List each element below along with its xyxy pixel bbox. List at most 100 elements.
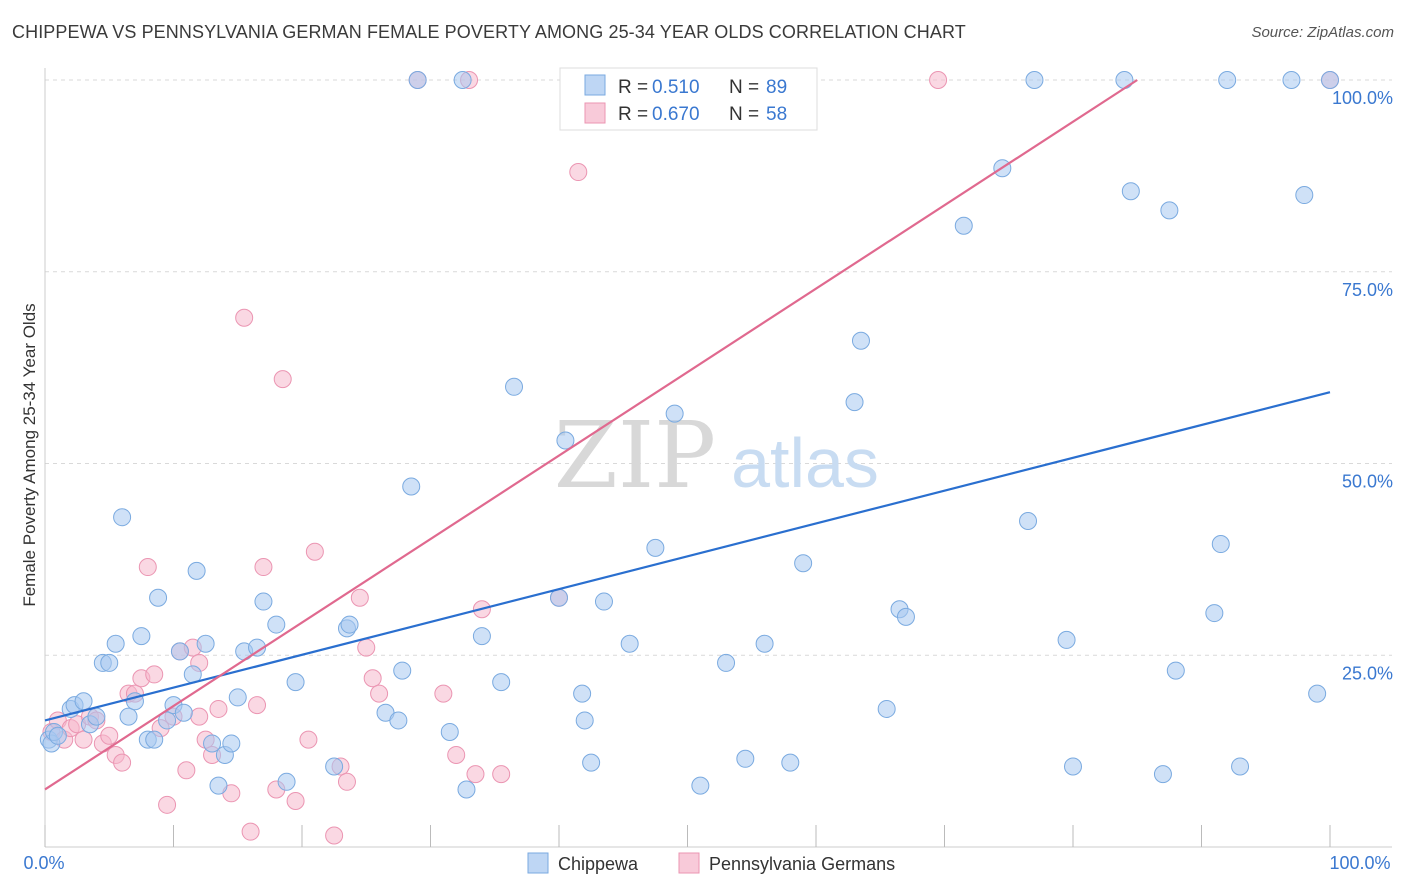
y-tick-label: 50.0% [1342, 472, 1393, 492]
chippewa-point [196, 634, 215, 653]
chippewa-point [393, 661, 412, 680]
penn-german-point [363, 669, 382, 688]
chippewa-point [174, 703, 193, 722]
x-tick-label: 0.0% [23, 853, 64, 873]
chippewa-point [222, 734, 241, 753]
grid-lines [45, 79, 1392, 656]
chippewa-point [113, 508, 132, 527]
penn-german-point [145, 665, 164, 684]
penn-german-point [254, 558, 273, 577]
y-tick-label: 100.0% [1332, 88, 1393, 108]
chippewa-n-value: 89 [766, 77, 787, 98]
y-tick-label: 75.0% [1342, 280, 1393, 300]
stats-legend: R = 0.510 N = 89 R = 0.670 N = 58 [559, 67, 818, 131]
chippewa-point [149, 588, 168, 607]
penn-german-point [177, 761, 196, 780]
penn-german-point [569, 163, 588, 182]
chippewa-point [1153, 765, 1172, 784]
trend-lines [44, 79, 1331, 791]
penn-german-point [466, 765, 485, 784]
penn-german-point [138, 558, 157, 577]
chippewa-point [1231, 757, 1250, 776]
x-tick-label: 100.0% [1329, 853, 1390, 873]
chippewa-point [575, 711, 594, 730]
penn-german-point [492, 765, 511, 784]
chippewa-point [325, 757, 344, 776]
penn-german-r-label: R = [618, 104, 648, 125]
axes [44, 68, 1392, 848]
chippewa-point [1295, 186, 1314, 205]
chippewa-points [39, 71, 1339, 799]
penn-german-point [158, 795, 177, 814]
chippewa-point [209, 776, 228, 795]
chippewa-point [1121, 182, 1140, 201]
chippewa-point [1205, 604, 1224, 623]
penn-german-point [248, 696, 267, 715]
chippewa-point [440, 722, 459, 741]
penn-german-point [299, 730, 318, 749]
penn-german-point [357, 638, 376, 657]
chippewa-point [1218, 71, 1237, 89]
penn-german-trend-line [44, 79, 1138, 791]
chippewa-point [665, 404, 684, 423]
legend-chippewa-label: Chippewa [558, 854, 639, 874]
penn-german-point [325, 826, 344, 845]
watermark-atlas: atlas [731, 424, 879, 502]
chippewa-point [1160, 201, 1179, 220]
chippewa-point [492, 673, 511, 692]
chippewa-point [646, 538, 665, 557]
chippewa-point [187, 561, 206, 580]
watermark-zip: ZIP [554, 402, 716, 509]
chippewa-point [620, 634, 639, 653]
chippewa-swatch [584, 74, 606, 96]
penn-german-point [190, 707, 209, 726]
chippewa-point [228, 688, 247, 707]
penn-german-point [209, 699, 228, 718]
chippewa-point [48, 726, 67, 745]
chippewa-n-label: N = [729, 77, 759, 98]
chippewa-point [1282, 71, 1301, 89]
penn-german-point [434, 684, 453, 703]
chippewa-point [254, 592, 273, 611]
chippewa-r-label: R = [618, 77, 648, 98]
chippewa-point [119, 707, 138, 726]
chippewa-point [100, 653, 119, 672]
source-label: Source: ZipAtlas.com [1251, 24, 1394, 41]
penn-german-point [447, 745, 466, 764]
chippewa-point [248, 638, 267, 657]
chippewa-point [1057, 630, 1076, 649]
chippewa-point [170, 642, 189, 661]
chippewa-point [340, 615, 359, 634]
penn-german-point [286, 791, 305, 810]
chippewa-point [389, 711, 408, 730]
chippewa-point [145, 730, 164, 749]
watermark: ZIP atlas [554, 402, 879, 509]
chippewa-point [794, 554, 813, 573]
chippewa-r-value: 0.510 [652, 77, 700, 98]
chippewa-point [1166, 661, 1185, 680]
chippewa-point [286, 673, 305, 692]
penn-german-point [113, 753, 132, 772]
y-tick-label: 25.0% [1342, 663, 1393, 683]
chippewa-point [408, 71, 427, 89]
chippewa-point [556, 431, 575, 450]
chippewa-point [505, 377, 524, 396]
penn-german-point [235, 308, 254, 327]
chippewa-point [74, 692, 93, 711]
penn-german-r-value: 0.670 [652, 104, 700, 125]
legend-chippewa-swatch [527, 852, 549, 874]
chippewa-point [132, 627, 151, 646]
chippewa-point [457, 780, 476, 799]
chippewa-point [1308, 684, 1327, 703]
chippewa-point [453, 71, 472, 89]
chippewa-point [582, 753, 601, 772]
penn-german-points [42, 71, 1339, 845]
penn-german-n-value: 58 [766, 104, 787, 125]
legend-penn-german-swatch [678, 852, 700, 874]
penn-german-swatch [584, 102, 606, 124]
penn-german-point [241, 822, 260, 841]
chippewa-point [1115, 71, 1134, 89]
chippewa-point [954, 216, 973, 235]
chippewa-point [781, 753, 800, 772]
